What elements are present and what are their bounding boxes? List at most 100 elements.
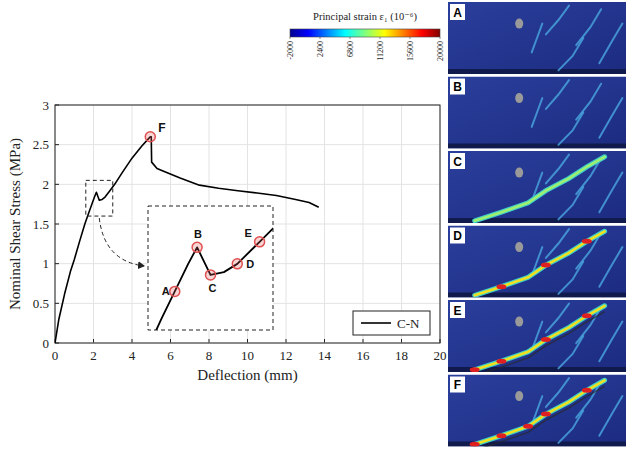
- main-crack: [475, 231, 605, 295]
- strain-hotspot: [496, 284, 506, 289]
- plot-bg: [55, 105, 440, 343]
- strain-hotspot: [496, 359, 506, 364]
- panel-bg: [448, 2, 626, 74]
- inset-bg: [148, 206, 273, 330]
- tick-x: [401, 339, 402, 343]
- tick-label-x: 4: [129, 348, 136, 363]
- minor-crack: [558, 411, 583, 443]
- panel-label: C: [453, 155, 462, 169]
- tick-y: [55, 184, 59, 185]
- panel-base: [448, 69, 626, 74]
- strain-panel: [448, 300, 626, 372]
- colorbar-tick: [320, 37, 321, 39]
- minor-crack: [558, 113, 583, 145]
- strain-panel: [448, 226, 626, 298]
- minor-crack: [546, 80, 569, 109]
- tick-label-y: 3: [43, 98, 50, 113]
- main-crack-core: [475, 306, 605, 370]
- grid-line-y: [55, 144, 440, 145]
- legend: C-N: [353, 311, 430, 335]
- colorbar-tick: [410, 37, 411, 39]
- x-axis-title: Deflection (mm): [197, 367, 297, 384]
- colorbar-tick: [350, 37, 351, 39]
- tick-label-x: 8: [206, 348, 213, 363]
- tick-x: [286, 339, 287, 343]
- tick-label-y: 0: [43, 336, 50, 351]
- colorbar-tick-label: 20000: [436, 41, 445, 61]
- strain-hotspot: [582, 313, 592, 318]
- strain-panel: [448, 2, 626, 74]
- crack-edge: [475, 312, 605, 372]
- colorbar-tick: [440, 37, 441, 39]
- inset-frame: [148, 206, 273, 330]
- main-crack: [475, 306, 605, 370]
- tick-label-x: 16: [357, 348, 371, 363]
- tick-label-x: 6: [167, 348, 174, 363]
- zoom-region: [86, 180, 113, 216]
- minor-crack: [576, 84, 601, 120]
- panel-dot: [515, 317, 523, 327]
- main-crack-core: [475, 380, 605, 444]
- colorbar-tick: [290, 37, 291, 39]
- colorbar-tick-label: 15600: [406, 41, 415, 61]
- minor-crack: [599, 98, 622, 138]
- inset-annotation-label: D: [246, 258, 254, 270]
- minor-crack: [599, 396, 622, 436]
- panel-label: F: [454, 378, 461, 392]
- colorbar-tick-label: -2000: [286, 41, 295, 60]
- tick-x: [209, 339, 210, 343]
- strain-panel: [448, 375, 626, 447]
- tick-x: [170, 339, 171, 343]
- strain-panel: [448, 151, 626, 223]
- tick-label-y: 2.5: [33, 137, 49, 152]
- panel-bg: [448, 151, 626, 223]
- annotation-marker: [255, 237, 265, 247]
- minor-crack: [546, 6, 569, 35]
- tick-label-x: 12: [280, 348, 293, 363]
- colorbar-tick: [380, 37, 381, 39]
- figure: 0246810121416182000.511.522.53Deflection…: [0, 0, 631, 451]
- tick-x: [363, 339, 364, 343]
- legend-box: [353, 311, 430, 335]
- colorbar-title: Principal strain ε₁ (10⁻⁶): [313, 11, 417, 23]
- main-crack-core: [475, 157, 605, 221]
- minor-crack: [558, 187, 583, 219]
- data-group: [55, 132, 319, 343]
- strain-hotspot: [582, 388, 592, 393]
- annotation-marker: [206, 270, 216, 280]
- tick-x: [324, 339, 325, 343]
- panel-label-bg: [450, 153, 465, 169]
- panel-label-bg: [450, 4, 465, 20]
- zoom-arrow: [99, 218, 144, 266]
- minor-crack: [532, 24, 543, 53]
- tick-label-y: 2: [43, 177, 50, 192]
- minor-crack: [558, 38, 583, 70]
- minor-crack: [576, 9, 601, 45]
- tick-x: [247, 339, 248, 343]
- colorbar-tick-label: 11200: [376, 41, 385, 61]
- legend-label: C-N: [397, 316, 420, 331]
- annotation-marker: [192, 242, 202, 252]
- colorbar: [290, 29, 440, 37]
- panel-label-bg: [450, 228, 465, 244]
- panel-label: A: [453, 6, 462, 20]
- panel-base: [448, 442, 626, 447]
- panel-bg: [448, 375, 626, 447]
- inset-annotation-label: E: [245, 227, 252, 239]
- tick-label-x: 20: [434, 348, 447, 363]
- tick-label-x: 18: [395, 348, 408, 363]
- minor-crack: [558, 262, 583, 294]
- minor-crack: [599, 173, 622, 213]
- tick-label-x: 10: [241, 348, 254, 363]
- tick-y: [55, 263, 59, 264]
- inset-annotation-label: C: [209, 282, 217, 294]
- main-crack-core: [475, 231, 605, 295]
- panel-label-bg: [450, 79, 465, 95]
- crack-edge: [475, 386, 605, 446]
- minor-crack: [558, 336, 583, 368]
- strain-panel: [448, 77, 626, 149]
- tick-label-y: 1.5: [33, 217, 49, 232]
- main-crack: [475, 157, 605, 221]
- strain-hotspot: [470, 367, 480, 372]
- series-line: [55, 137, 319, 343]
